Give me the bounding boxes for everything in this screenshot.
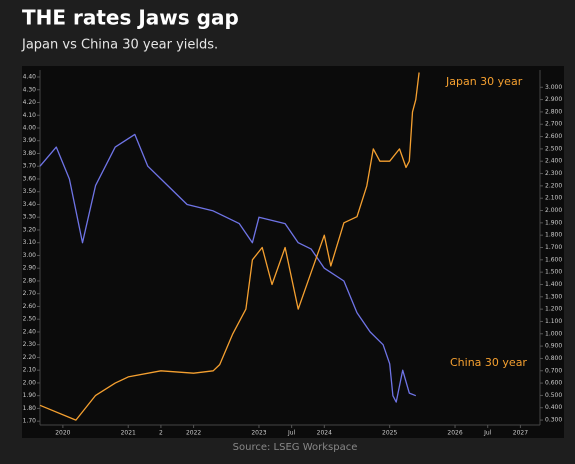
plot-panel [22,66,564,438]
x-tick-label: 2024 [317,430,332,437]
y-tick-label: 2.30 [23,341,37,348]
y2-tick-label: 2.500 [545,145,562,152]
x-tick-label: 2023 [251,430,266,437]
y-tick-label: 4.20 [23,99,37,106]
y2-tick-label: 1.600 [545,256,562,263]
y-tick-label: 2.70 [23,290,37,297]
y-tick-label: 4.30 [23,86,37,93]
y2-tick-label: 2.700 [545,121,562,128]
y-tick-label: 4.40 [23,74,37,81]
y2-tick-label: 0.800 [545,355,562,362]
y2-tick-label: 1.900 [545,219,562,226]
y-tick-label: 4.00 [23,124,37,131]
x-tick-label: 2026 [447,430,462,437]
y2-tick-label: 2.400 [545,158,562,165]
y-tick-label: 2.20 [23,354,37,361]
line-series [39,72,420,421]
y2-tick-label: 0.900 [545,343,562,350]
x-tick-label: 2020 [55,430,70,437]
y-tick-label: 1.70 [23,418,37,425]
y2-tick-label: 1.200 [545,306,562,313]
y2-tick-label: 2.000 [545,207,562,214]
x-tick-label: 2 [159,430,163,437]
chart-subtitle: Japan vs China 30 year yields. [21,38,218,53]
y2-tick-label: 1.800 [545,232,562,239]
y-tick-label: 2.90 [23,265,37,272]
y-tick-label: 2.50 [23,316,37,323]
y-tick-label: 3.00 [23,252,37,259]
y-tick-label: 3.30 [23,214,37,221]
y2-tick-label: 0.500 [545,392,562,399]
y2-tick-label: 1.400 [545,281,562,288]
y-tick-label: 1.90 [23,392,37,399]
y-tick-label: 2.40 [23,328,37,335]
y2-tick-label: 0.400 [545,404,562,411]
y2-tick-label: 2.100 [545,195,562,202]
y-tick-label: 4.10 [23,112,37,119]
y-tick-label: 3.60 [23,175,37,182]
y-tick-label: 3.90 [23,137,37,144]
y-tick-label: 2.10 [23,367,37,374]
y2-tick-label: 1.300 [545,293,562,300]
annotation: Japan 30 year [445,75,523,88]
y2-tick-label: 0.700 [545,367,562,374]
x-tick-label: Jul [287,430,296,437]
annotation: China 30 year [450,356,527,369]
x-tick-label: 2022 [186,430,201,437]
y-tick-label: 2.80 [23,277,37,284]
y2-tick-label: 2.600 [545,133,562,140]
x-tick-label: 2021 [121,430,136,437]
y-tick-label: 3.50 [23,188,37,195]
chart-title: THE rates Jaws gap [22,6,239,30]
y2-tick-label: 2.900 [545,96,562,103]
y2-tick-label: 2.800 [545,108,562,115]
x-tick-label: 2027 [513,430,528,437]
y-tick-label: 2.60 [23,303,37,310]
x-tick-label: 2025 [382,430,397,437]
y-tick-label: 3.20 [23,226,37,233]
source: Source: LSEG Workspace [233,442,358,453]
y2-tick-label: 1.700 [545,244,562,251]
y2-tick-label: 1.000 [545,330,562,337]
y2-tick-label: 2.300 [545,170,562,177]
y-tick-label: 3.10 [23,239,37,246]
y-tick-label: 3.70 [23,163,37,170]
y-tick-label: 3.40 [23,201,37,208]
y2-tick-label: 1.500 [545,269,562,276]
y2-tick-label: 3.000 [545,84,562,91]
x-tick-label: Jul [483,430,492,437]
y2-tick-label: 1.100 [545,318,562,325]
y2-tick-label: 0.300 [545,417,562,424]
y-tick-label: 3.80 [23,150,37,157]
line-series [39,133,417,403]
y2-tick-label: 0.600 [545,380,562,387]
y2-tick-label: 2.200 [545,182,562,189]
y-tick-label: 2.00 [23,379,37,386]
y-tick-label: 1.80 [23,405,37,412]
